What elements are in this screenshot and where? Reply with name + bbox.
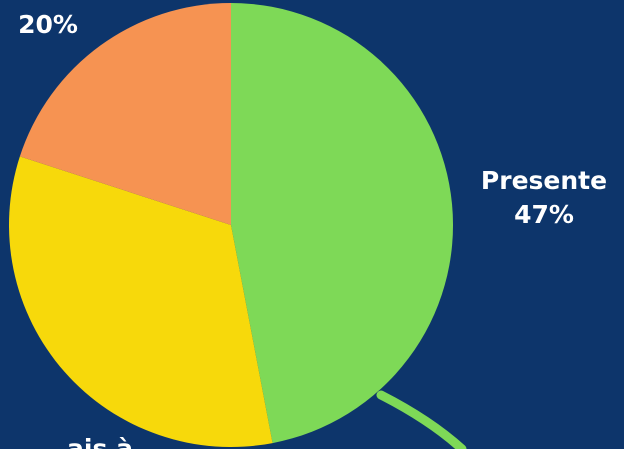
pie-slice-presente (231, 2, 454, 444)
presente-label-value: 47% (514, 200, 574, 229)
pie-slice-slice-2 (19, 3, 232, 225)
presente-label-name: Presente (480, 166, 608, 195)
presente-connector-line (376, 390, 467, 449)
presente-data-label: Presente 47% (464, 164, 624, 232)
partial-bottom-label: ais à (67, 434, 133, 449)
pie-slice-slice-1 (9, 156, 273, 448)
orange-slice-data-label: 20% (18, 10, 78, 39)
pie-slices (9, 2, 454, 448)
